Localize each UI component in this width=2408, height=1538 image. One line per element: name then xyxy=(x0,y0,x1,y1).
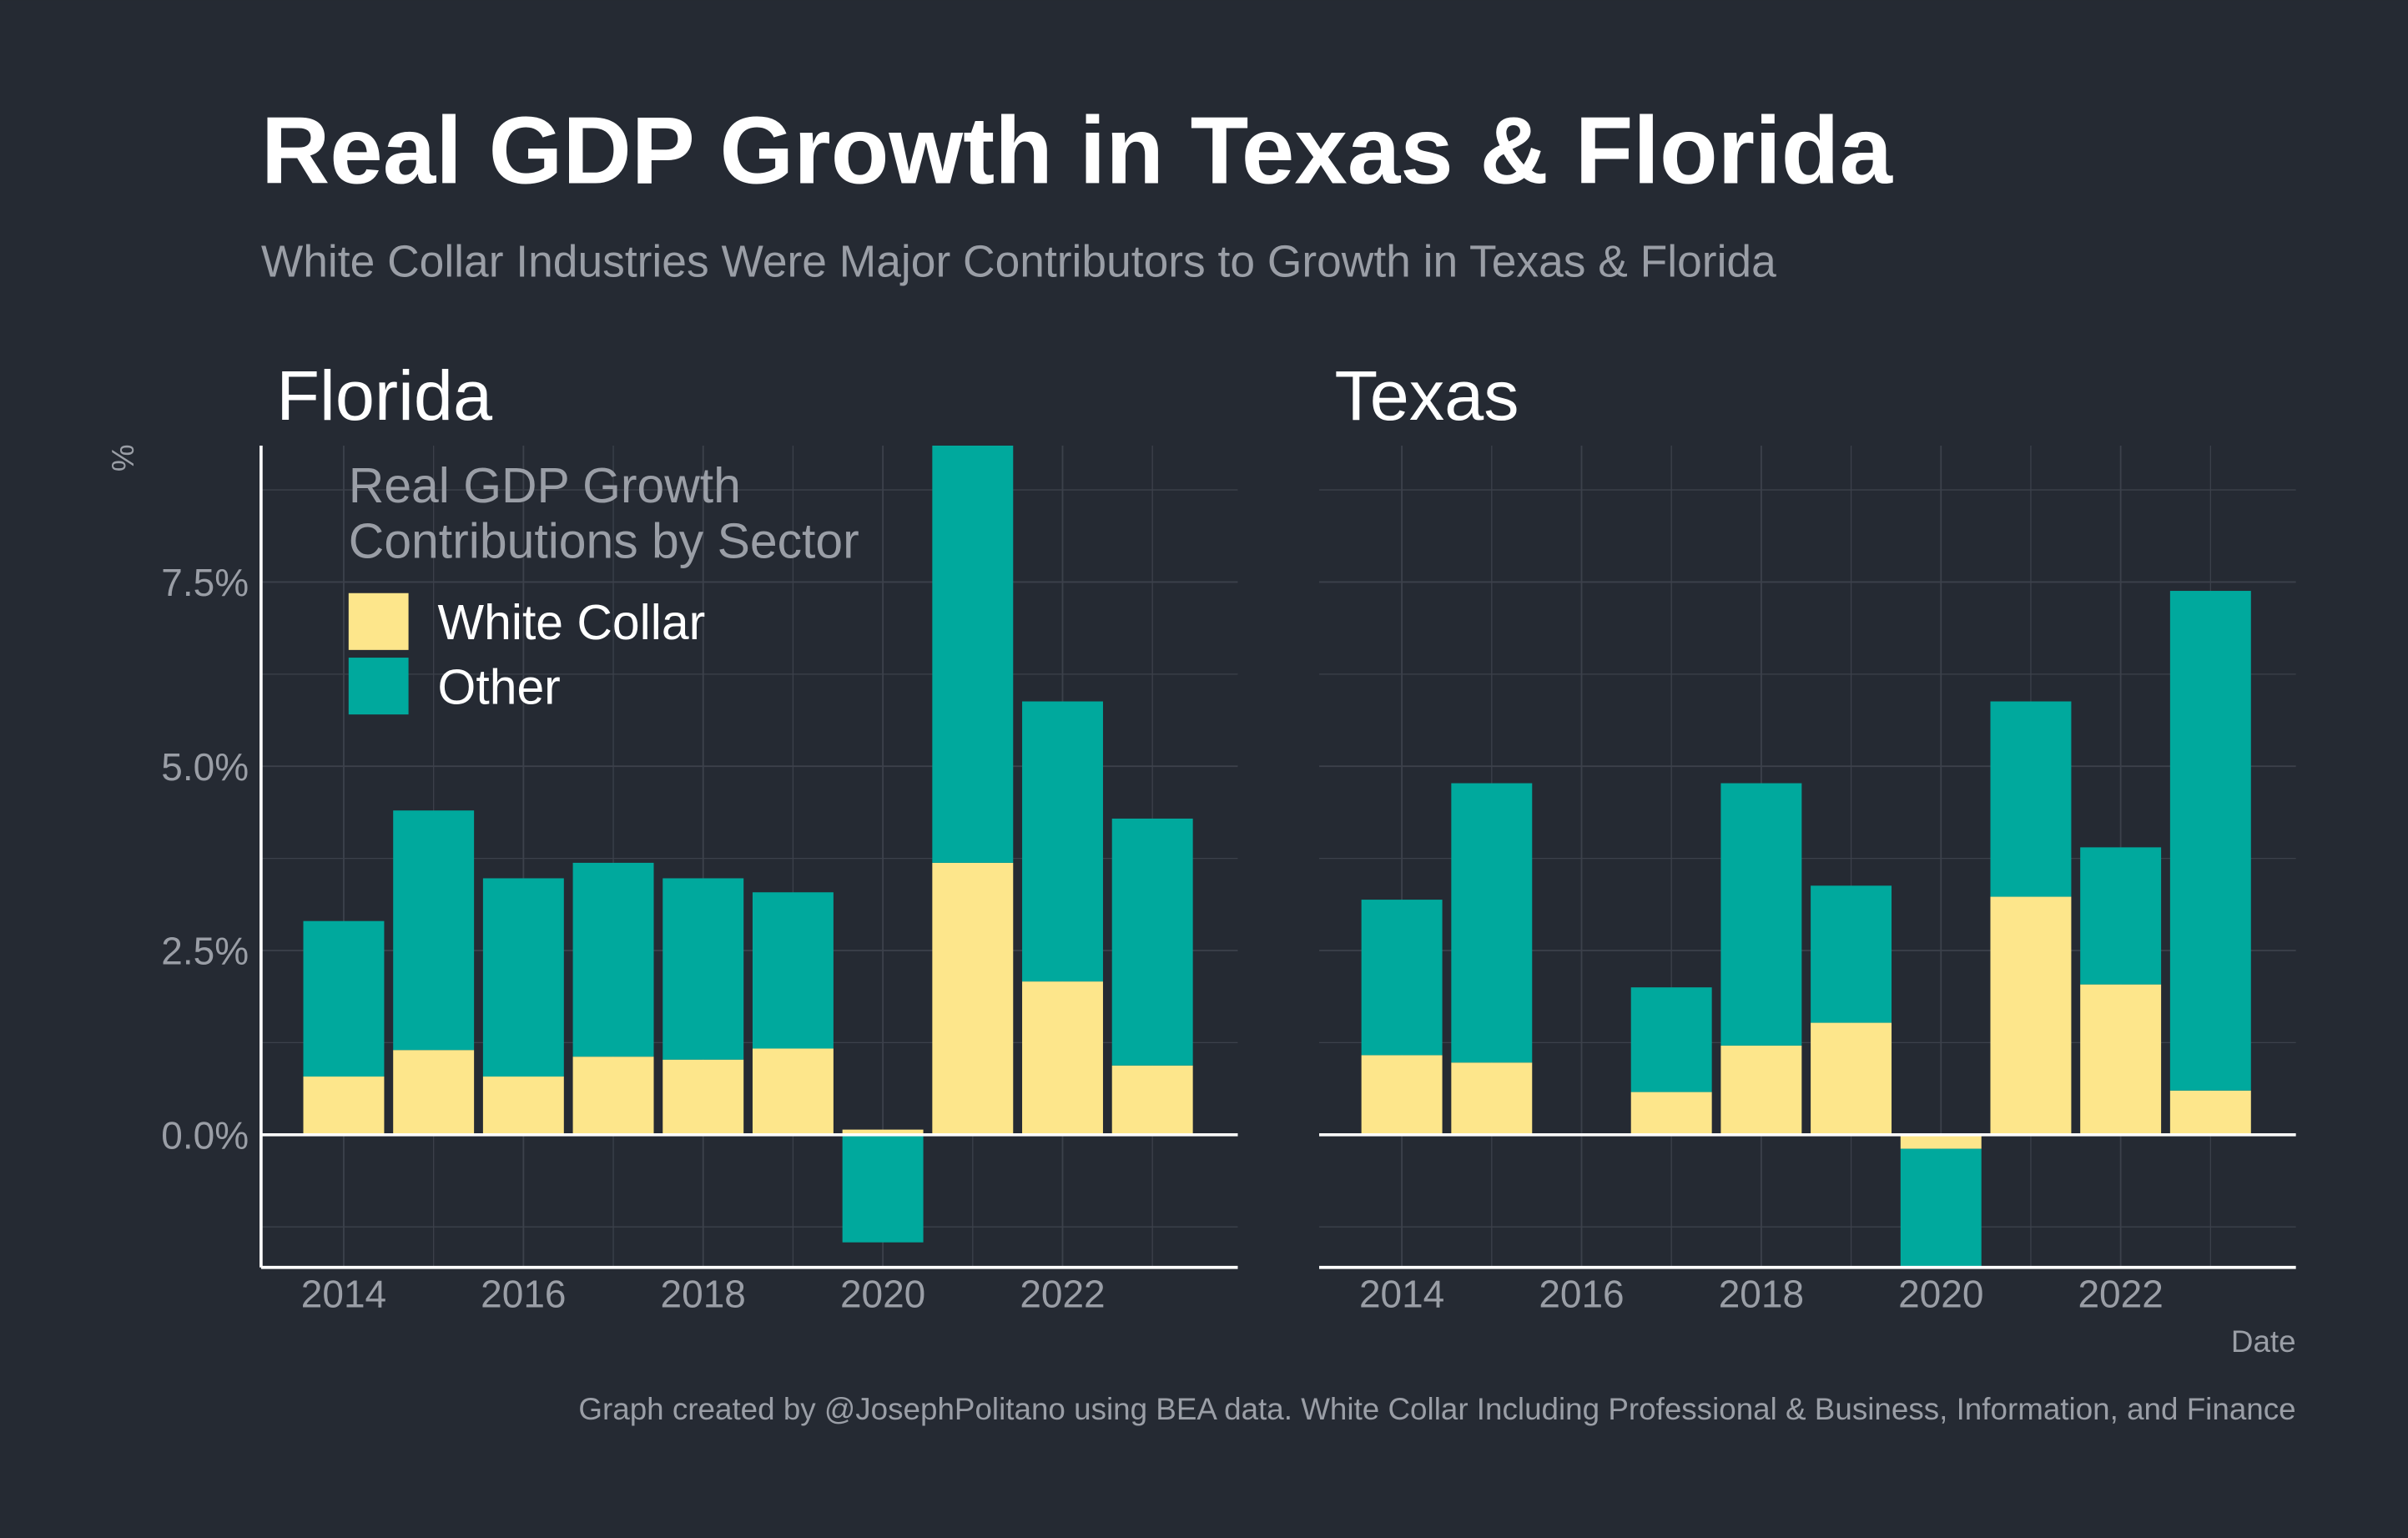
x-tick-label: 2014 xyxy=(301,1273,386,1316)
bar xyxy=(1361,900,1443,1056)
bar xyxy=(752,1048,834,1135)
bar xyxy=(1111,818,1193,1066)
bar xyxy=(1630,1092,1712,1135)
bar xyxy=(1451,1062,1533,1135)
legend-swatch xyxy=(348,593,409,650)
bar xyxy=(1900,1134,1982,1149)
bar xyxy=(1630,987,1712,1092)
bar xyxy=(752,892,834,1049)
x-tick-label: 2022 xyxy=(2078,1273,2163,1316)
x-axis-title: Date xyxy=(2231,1324,2296,1359)
bar xyxy=(2080,847,2162,985)
x-tick-label: 2020 xyxy=(840,1273,925,1316)
caption: Graph created by @JosephPolitano using B… xyxy=(578,1392,2295,1426)
x-tick-label: 2016 xyxy=(481,1273,566,1316)
bar xyxy=(932,862,1014,1135)
x-tick-label: 2018 xyxy=(1719,1273,1804,1316)
bar xyxy=(1811,1022,1892,1135)
x-tick-label: 2022 xyxy=(1020,1273,1105,1316)
bar xyxy=(1022,701,1103,982)
bar xyxy=(482,878,564,1077)
bar xyxy=(482,1077,564,1135)
bar xyxy=(1811,885,1892,1023)
bar xyxy=(303,1077,385,1135)
bar xyxy=(842,1134,924,1243)
bar xyxy=(842,1129,924,1135)
bar xyxy=(1361,1055,1443,1135)
bar xyxy=(303,920,385,1077)
chart-subtitle: White Collar Industries Were Major Contr… xyxy=(261,238,1776,287)
y-tick-label: 0.0% xyxy=(161,1113,249,1157)
bar xyxy=(393,1050,475,1135)
bar xyxy=(1990,896,2072,1135)
bars xyxy=(1361,591,2251,1268)
bar xyxy=(2169,1090,2251,1135)
bar xyxy=(1111,1065,1193,1135)
legend-label: White Collar xyxy=(438,596,706,650)
legend-title: Contributions by Sector xyxy=(349,514,859,568)
bars xyxy=(303,446,1193,1243)
bar xyxy=(662,1059,744,1135)
x-tick-label: 2016 xyxy=(1539,1273,1624,1316)
y-axis-title: % xyxy=(106,444,140,471)
y-tick-label: 7.5% xyxy=(161,561,249,604)
bar xyxy=(2169,591,2251,1091)
x-tick-label: 2018 xyxy=(661,1273,746,1316)
y-tick-label: 5.0% xyxy=(161,745,249,789)
bar xyxy=(932,446,1014,863)
legend-swatch xyxy=(348,658,409,715)
bar xyxy=(1720,1045,1802,1135)
bar xyxy=(572,1056,654,1135)
chart-title: Real GDP Growth in Texas & Florida xyxy=(261,98,1894,204)
panel-title: Texas xyxy=(1334,356,1519,435)
legend-title: Real GDP Growth xyxy=(349,459,741,513)
bar xyxy=(1022,981,1103,1135)
legend-label: Other xyxy=(438,660,561,714)
bar xyxy=(1900,1148,1982,1268)
bar xyxy=(662,878,744,1060)
bar xyxy=(2080,984,2162,1135)
bar xyxy=(1451,783,1533,1063)
bar xyxy=(572,862,654,1057)
bar xyxy=(393,810,475,1051)
panel-title: Florida xyxy=(276,356,493,435)
x-tick-label: 2020 xyxy=(1898,1273,1983,1316)
x-tick-label: 2014 xyxy=(1359,1273,1444,1316)
y-tick-label: 2.5% xyxy=(161,930,249,973)
bar xyxy=(1990,701,2072,897)
bar xyxy=(1720,783,1802,1046)
